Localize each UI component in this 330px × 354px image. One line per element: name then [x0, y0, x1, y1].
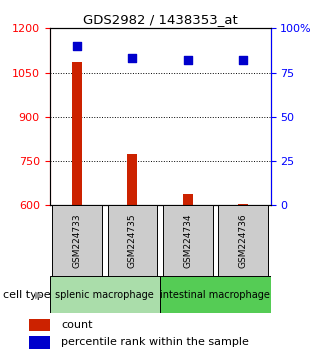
Text: cell type: cell type	[3, 290, 51, 300]
Text: GSM224736: GSM224736	[239, 213, 248, 268]
Title: GDS2982 / 1438353_at: GDS2982 / 1438353_at	[83, 13, 237, 26]
Bar	[50, 276, 160, 313]
Text: percentile rank within the sample: percentile rank within the sample	[61, 337, 249, 348]
Point	[240, 57, 246, 63]
Bar	[127, 154, 137, 205]
Bar	[29, 336, 50, 349]
Bar	[238, 204, 248, 205]
Text: GSM224734: GSM224734	[183, 213, 192, 268]
Bar	[218, 205, 268, 276]
Bar	[160, 276, 271, 313]
Bar	[163, 205, 213, 276]
Bar	[52, 205, 102, 276]
Text: GSM224735: GSM224735	[128, 213, 137, 268]
Text: count: count	[61, 320, 93, 330]
Bar	[29, 319, 50, 331]
Point	[185, 57, 190, 63]
Text: GSM224733: GSM224733	[73, 213, 82, 268]
Point	[75, 43, 80, 49]
Bar	[108, 205, 157, 276]
Text: ▶: ▶	[35, 290, 43, 300]
Text: splenic macrophage: splenic macrophage	[55, 290, 154, 300]
Point	[130, 56, 135, 61]
Bar	[72, 62, 82, 205]
Bar	[183, 194, 193, 205]
Text: intestinal macrophage: intestinal macrophage	[160, 290, 270, 300]
